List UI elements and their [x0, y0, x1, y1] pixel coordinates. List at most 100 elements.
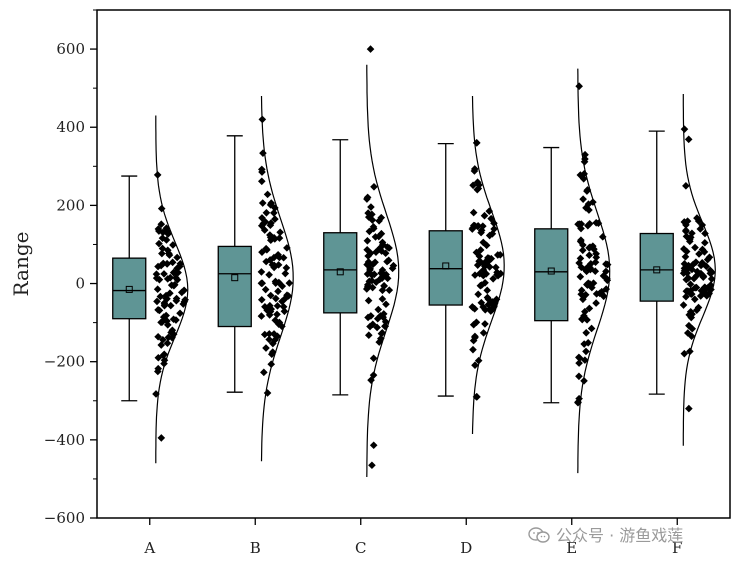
data-point	[160, 359, 168, 368]
data-point	[263, 306, 271, 315]
data-point	[574, 398, 582, 406]
data-point	[382, 300, 390, 309]
data-point	[262, 209, 271, 217]
data-point	[490, 225, 498, 233]
data-point	[580, 340, 588, 348]
data-point	[176, 309, 184, 318]
data-point	[369, 441, 378, 450]
data-point	[273, 302, 282, 310]
data-point	[258, 248, 266, 256]
data-point	[364, 209, 372, 217]
data-point	[707, 285, 715, 294]
data-point	[261, 302, 269, 311]
data-point	[581, 150, 589, 159]
data-point	[681, 252, 690, 261]
data-point	[265, 311, 274, 319]
data-point	[701, 229, 709, 238]
data-point	[378, 266, 387, 274]
data-point	[378, 286, 387, 295]
data-point	[271, 215, 279, 223]
data-point	[583, 186, 592, 194]
data-point	[368, 271, 376, 279]
data-point	[266, 236, 275, 245]
data-point	[155, 275, 164, 284]
data-point	[700, 248, 709, 256]
data-point	[159, 259, 168, 268]
box-D	[428, 230, 463, 306]
data-point	[271, 277, 280, 286]
data-point	[257, 312, 266, 320]
plot-frame	[96, 9, 731, 519]
data-point	[680, 349, 689, 358]
data-point	[583, 281, 592, 289]
data-point	[602, 267, 610, 276]
data-point	[278, 297, 286, 306]
data-point	[469, 345, 477, 354]
data-point	[472, 248, 481, 257]
data-point	[368, 283, 377, 292]
data-point	[364, 252, 372, 260]
data-point	[682, 221, 690, 229]
data-point	[479, 329, 488, 337]
data-point	[479, 271, 488, 280]
data-point	[163, 259, 171, 268]
data-point	[473, 222, 482, 231]
data-point	[283, 291, 291, 300]
data-point	[691, 295, 699, 304]
data-point	[594, 219, 603, 228]
data-point	[575, 372, 583, 381]
x-tick-label: F	[672, 539, 682, 557]
data-point	[373, 314, 382, 323]
data-point	[266, 201, 275, 209]
data-point	[267, 350, 276, 359]
x-tick-label: C	[355, 539, 366, 557]
data-point	[575, 220, 584, 228]
data-point	[581, 155, 589, 163]
data-point	[587, 260, 595, 268]
data-point	[687, 332, 696, 340]
x-tick-label: E	[566, 539, 577, 557]
data-point	[257, 279, 266, 288]
watermark: 公众号 · 游鱼戏莲	[528, 522, 683, 546]
data-point	[278, 282, 287, 290]
data-point	[479, 238, 488, 247]
data-point	[267, 219, 275, 227]
data-point	[367, 203, 375, 211]
data-point	[157, 261, 165, 270]
data-point	[692, 306, 701, 314]
data-point	[575, 82, 583, 90]
data-point	[603, 260, 612, 269]
data-point	[682, 182, 690, 190]
data-point	[471, 332, 479, 341]
data-point	[153, 297, 161, 306]
data-point	[160, 270, 168, 278]
data-point	[262, 344, 270, 352]
distribution-curve	[682, 94, 716, 446]
data-point	[373, 323, 381, 332]
data-point	[261, 285, 270, 294]
y-tick-label: 0	[75, 275, 85, 293]
data-point	[580, 312, 588, 320]
data-point	[706, 269, 715, 278]
data-point	[370, 182, 378, 191]
data-point	[694, 303, 703, 312]
data-point	[582, 328, 591, 337]
data-point	[176, 262, 184, 271]
data-point	[474, 290, 482, 299]
data-point	[687, 313, 696, 322]
data-point	[592, 290, 601, 298]
data-point	[383, 274, 392, 283]
data-point	[163, 246, 172, 255]
data-point	[477, 226, 486, 235]
data-point	[707, 275, 716, 283]
data-point	[581, 307, 589, 316]
data-point	[364, 213, 373, 221]
data-point	[496, 251, 505, 259]
data-point	[592, 299, 600, 307]
data-point	[162, 291, 170, 300]
data-point	[575, 353, 583, 362]
data-point	[283, 244, 291, 252]
data-point	[602, 285, 611, 293]
data-point	[365, 277, 374, 286]
